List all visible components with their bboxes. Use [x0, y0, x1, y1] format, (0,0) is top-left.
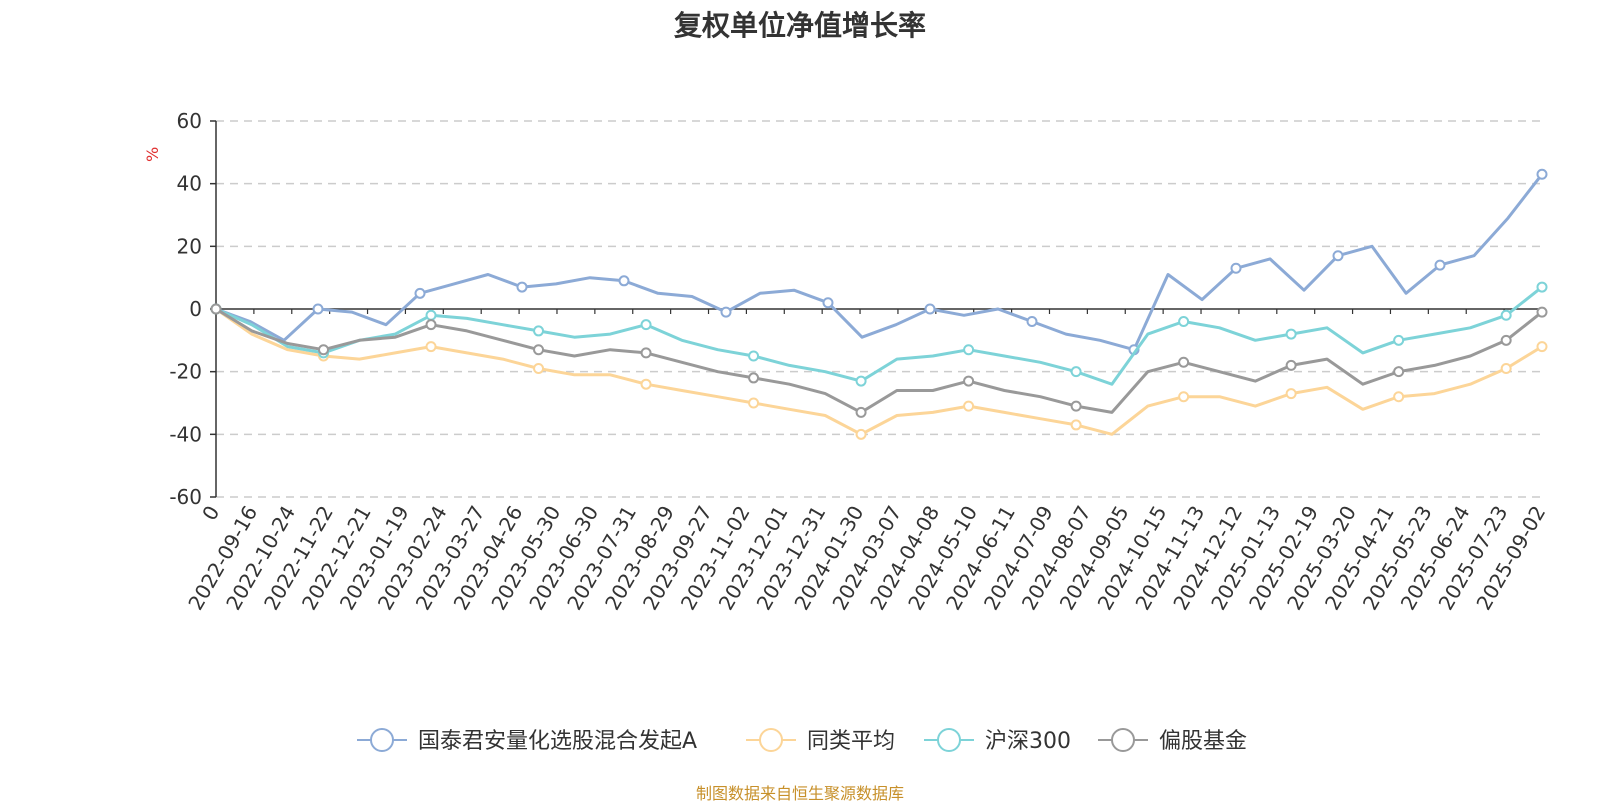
series-0-point: [720, 306, 732, 318]
legend-label: 偏股基金: [1159, 729, 1247, 754]
series-3-point: [855, 406, 867, 418]
legend-item-0[interactable]: 国泰君安量化选股混合发起A: [357, 728, 697, 754]
series-1-point: [1393, 391, 1405, 403]
y-tick-label: 40: [177, 172, 202, 196]
series-2-point: [748, 350, 760, 362]
series-3-point: [318, 344, 330, 356]
y-tick-labels: 60 40 20 0 -20 -40 -60: [169, 109, 202, 509]
y-tick-label: 20: [177, 234, 202, 258]
series-2-point: [1536, 281, 1548, 293]
series-0-point: [312, 303, 324, 315]
legend-circle-icon: [1111, 728, 1135, 752]
series-lines: [210, 168, 1548, 440]
series-0-point: [924, 303, 936, 315]
series-line-0: [214, 172, 1544, 352]
series-1-point: [748, 397, 760, 409]
series-0-point: [1536, 168, 1548, 180]
legend-circle-icon: [937, 728, 961, 752]
x-tick-label: 0: [197, 502, 224, 525]
series-3-point: [963, 375, 975, 387]
x-tick-labels: 02022-09-162022-10-242022-11-222022-12-2…: [183, 502, 1550, 615]
legend-circle-icon: [759, 728, 783, 752]
series-2-point: [855, 375, 867, 387]
legend-item-3[interactable]: 偏股基金: [1098, 728, 1247, 754]
series-3-point: [1393, 366, 1405, 378]
chart-svg: % 60 40 20 0 -20 -40 -60 02022-09-162022-10-24…: [143, 109, 1550, 754]
series-3-point: [1500, 334, 1512, 346]
series-1-point: [963, 400, 975, 412]
series-2-point: [1285, 328, 1297, 340]
legend-circle-icon: [370, 728, 394, 752]
y-tick-label: -60: [169, 485, 202, 509]
legend-item-1[interactable]: 同类平均: [746, 728, 895, 754]
series-line-3: [214, 307, 1544, 414]
series-2-point: [425, 309, 437, 321]
series-2-point: [640, 319, 652, 331]
y-tick-label: 0: [189, 297, 202, 321]
series-3-point: [425, 319, 437, 331]
legend-label: 沪深300: [985, 729, 1071, 754]
series-3-point: [1070, 400, 1082, 412]
y-tick-label: 60: [177, 109, 202, 133]
series-line-2: [214, 285, 1544, 386]
series-2-point: [533, 325, 545, 337]
legend[interactable]: 国泰君安量化选股混合发起A 同类平均 沪深300 偏股基金: [357, 728, 1247, 754]
legend-label: 国泰君安量化选股混合发起A: [418, 729, 697, 754]
y-tick-label: -20: [169, 360, 202, 384]
y-axis-unit-label: %: [143, 147, 162, 162]
series-line-1: [214, 307, 1544, 436]
chart-title: 复权单位净值增长率: [673, 9, 926, 42]
series-0-point: [1332, 250, 1344, 262]
series-3-point: [533, 344, 545, 356]
series-1-point: [1536, 341, 1548, 353]
series-1-point: [1285, 388, 1297, 400]
series-3-point: [748, 372, 760, 384]
series-0-point: [1026, 316, 1038, 328]
legend-item-2[interactable]: 沪深300: [924, 728, 1071, 754]
series-1-point: [1500, 363, 1512, 375]
series-0-point: [414, 287, 426, 299]
series-2-point: [963, 344, 975, 356]
axes: [210, 120, 1543, 498]
series-0-point: [1434, 259, 1446, 271]
series-2-point: [1178, 316, 1190, 328]
series-0-point: [1230, 262, 1242, 274]
source-note: 制图数据来自恒生聚源数据库: [695, 784, 904, 803]
legend-label: 同类平均: [807, 729, 895, 754]
series-2-point: [1500, 309, 1512, 321]
series-1-point: [425, 341, 437, 353]
series-1-point: [640, 378, 652, 390]
series-1-point: [1178, 391, 1190, 403]
series-1-point: [533, 363, 545, 375]
series-3-point: [210, 303, 222, 315]
series-3-point: [1285, 359, 1297, 371]
series-2-point: [1393, 334, 1405, 346]
y-tick-label: -40: [169, 422, 202, 446]
series-1-point: [855, 428, 867, 440]
series-0-point: [516, 281, 528, 293]
series-2-point: [1070, 366, 1082, 378]
series-1-point: [1070, 419, 1082, 431]
series-0-point: [618, 275, 630, 287]
series-3-point: [640, 347, 652, 359]
series-3-point: [1536, 306, 1548, 318]
series-3-point: [1178, 356, 1190, 368]
series-0-point: [822, 297, 834, 309]
